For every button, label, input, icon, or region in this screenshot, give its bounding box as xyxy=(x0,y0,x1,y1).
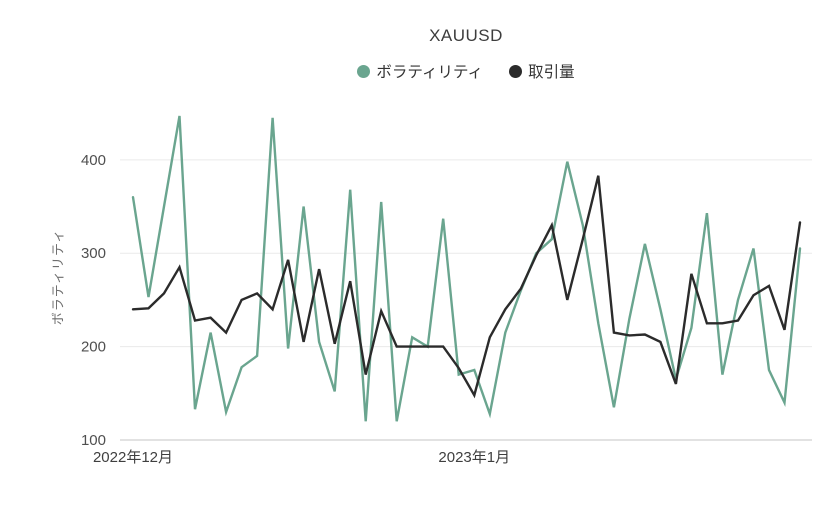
x-tick-label-22: 2023年1月 xyxy=(438,449,510,466)
legend-label-volatility: ボラティリティ xyxy=(376,64,484,81)
y-tick-label-200: 200 xyxy=(81,339,106,356)
y-axis-tick-labels: 100 200 300 400 xyxy=(81,152,106,449)
legend-item-volatility[interactable]: ボラティリティ xyxy=(357,60,483,82)
chart-title: XAUUSD xyxy=(429,26,503,45)
volume-line xyxy=(131,175,802,399)
y-tick-label-300: 300 xyxy=(81,245,106,262)
gridlines xyxy=(120,159,812,441)
y-tick-label-400: 400 xyxy=(81,152,106,169)
volatility-legend-marker-icon xyxy=(357,64,371,78)
y-tick-label-100: 100 xyxy=(81,432,106,449)
legend: ボラティリティ 取引量 xyxy=(120,60,812,82)
x-tick-label-0: 2022年12月 xyxy=(93,449,173,466)
volatility-line xyxy=(131,115,802,422)
series-lines xyxy=(131,115,802,422)
legend-item-volume[interactable]: 取引量 xyxy=(509,60,575,82)
legend-label-volume: 取引量 xyxy=(528,64,575,81)
volume-legend-marker-icon xyxy=(509,64,523,78)
x-axis-tick-labels: 2022年12月 2023年1月 xyxy=(93,449,510,466)
